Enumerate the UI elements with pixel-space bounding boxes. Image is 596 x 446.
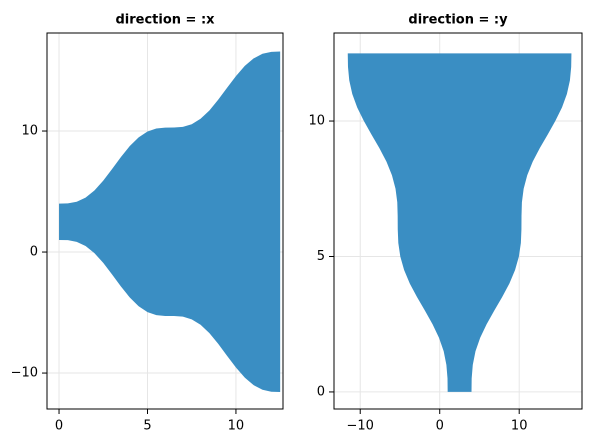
x-tick-label: 10	[511, 419, 528, 434]
y-tick-label: 5	[317, 249, 325, 264]
x-tick-label: 5	[143, 419, 151, 434]
y-tick-label: 10	[308, 114, 325, 129]
y-tick-label: −10	[11, 366, 38, 381]
panel-title: direction = :y	[408, 13, 508, 28]
y-tick-label: 0	[317, 384, 325, 399]
x-tick-label: 0	[436, 419, 444, 434]
x-tick-label: 10	[228, 419, 245, 434]
band	[59, 51, 281, 393]
axes-frame	[333, 32, 583, 410]
panel-title: direction = :x	[115, 13, 215, 28]
axes-frame	[46, 32, 284, 410]
x-tick-label: −10	[347, 419, 374, 434]
y-tick-label: 10	[21, 124, 38, 139]
x-tick-label: 0	[55, 419, 63, 434]
band	[347, 53, 572, 392]
y-tick-label: 0	[30, 245, 38, 260]
